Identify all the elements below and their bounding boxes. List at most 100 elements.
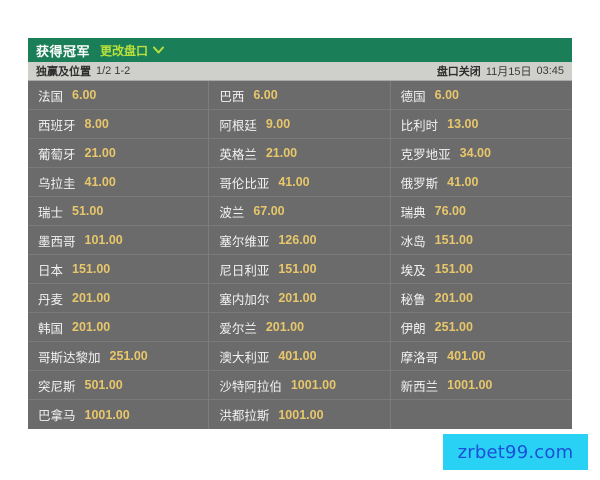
team-name: 突尼斯 xyxy=(38,379,76,394)
odds-value: 151.00 xyxy=(72,262,111,276)
odds-row[interactable]: 摩洛哥 401.00 xyxy=(390,342,572,371)
odds-row[interactable]: 墨西哥 101.00 xyxy=(28,226,209,255)
odds-row[interactable]: 丹麦 201.00 xyxy=(28,284,209,313)
odds-grid: 法国 6.00 西班牙 8.00 葡萄牙 21.00 乌拉圭 41.00 瑞士 51.00… xyxy=(28,81,572,429)
odds-row[interactable]: 瑞士 51.00 xyxy=(28,197,209,226)
team-name: 法国 xyxy=(38,89,64,104)
odds-row[interactable]: 沙特阿拉伯 1001.00 xyxy=(209,371,390,400)
odds-value: 401.00 xyxy=(278,349,317,363)
odds-row[interactable]: 哥斯达黎加 251.00 xyxy=(28,342,209,371)
market-status-info: 盘口关闭 11月15日 03:45 xyxy=(437,63,564,79)
odds-value: 151.00 xyxy=(278,262,317,276)
odds-value: 6.00 xyxy=(434,88,460,102)
team-name: 克罗地亚 xyxy=(400,147,451,162)
team-name: 尼日利亚 xyxy=(219,263,270,278)
odds-row[interactable]: 秘鲁 201.00 xyxy=(390,284,572,313)
site-watermark: zrbet99.com xyxy=(443,434,588,470)
odds-row[interactable]: 英格兰 21.00 xyxy=(209,139,390,168)
odds-row[interactable]: 埃及 151.00 xyxy=(390,255,572,284)
odds-row[interactable]: 尼日利亚 151.00 xyxy=(209,255,390,284)
team-name: 德国 xyxy=(400,89,426,104)
odds-row[interactable]: 塞尔维亚 126.00 xyxy=(209,226,390,255)
team-name: 波兰 xyxy=(219,205,245,220)
close-date: 11月15日 xyxy=(485,66,532,78)
odds-value: 51.00 xyxy=(72,204,104,218)
team-name: 韩国 xyxy=(38,321,64,336)
odds-row[interactable]: 波兰 67.00 xyxy=(209,197,390,226)
odds-value: 251.00 xyxy=(434,320,473,334)
odds-row[interactable]: 西班牙 8.00 xyxy=(28,110,209,139)
change-market-button[interactable]: 更改盘口 xyxy=(100,43,149,58)
team-name: 摩洛哥 xyxy=(400,350,439,365)
winner-market-widget: 获得冠军 更改盘口 独赢及位置 1/2 1-2 盘口关闭 11月15日 03:4… xyxy=(28,38,572,429)
odds-row[interactable]: 瑞典 76.00 xyxy=(390,197,572,226)
odds-value: 401.00 xyxy=(447,349,486,363)
status-badge: 盘口关闭 xyxy=(436,66,481,78)
team-name: 秘鲁 xyxy=(400,292,426,307)
odds-row[interactable]: 葡萄牙 21.00 xyxy=(28,139,209,168)
team-name: 伊朗 xyxy=(400,321,426,336)
team-name: 巴西 xyxy=(219,89,245,104)
close-time: 03:45 xyxy=(536,65,564,77)
odds-value: 201.00 xyxy=(278,291,317,305)
odds-row[interactable]: 阿根廷 9.00 xyxy=(209,110,390,139)
odds-value: 501.00 xyxy=(84,378,123,392)
odds-value: 9.00 xyxy=(265,117,291,131)
odds-row[interactable]: 俄罗斯 41.00 xyxy=(390,168,572,197)
odds-row[interactable]: 巴西 6.00 xyxy=(209,81,390,110)
odds-row[interactable]: 爱尔兰 201.00 xyxy=(209,313,390,342)
team-name: 瑞士 xyxy=(38,205,64,220)
odds-column-1: 法国 6.00 西班牙 8.00 葡萄牙 21.00 乌拉圭 41.00 瑞士 51.00… xyxy=(28,81,210,429)
page-title: 获得冠军 xyxy=(36,43,91,59)
odds-value: 101.00 xyxy=(84,233,123,247)
market-type-label: 独赢及位置 xyxy=(36,66,91,78)
team-name: 沙特阿拉伯 xyxy=(219,379,282,394)
odds-row[interactable]: 比利时 13.00 xyxy=(390,110,572,139)
team-name: 洪都拉斯 xyxy=(219,409,270,423)
team-name: 葡萄牙 xyxy=(38,147,76,162)
odds-row[interactable]: 塞内加尔 201.00 xyxy=(209,284,390,313)
odds-value: 201.00 xyxy=(265,320,305,334)
chevron-down-icon[interactable] xyxy=(153,46,165,54)
odds-row[interactable]: 澳大利亚 401.00 xyxy=(209,342,390,371)
team-name: 埃及 xyxy=(400,263,426,278)
odds-row[interactable]: 冰岛 151.00 xyxy=(390,226,572,255)
team-name: 阿根廷 xyxy=(219,118,257,133)
market-title-bar: 获得冠军 更改盘口 xyxy=(28,38,572,62)
team-name: 爱尔兰 xyxy=(219,321,257,336)
odds-row[interactable]: 韩国 201.00 xyxy=(28,313,209,342)
odds-value: 13.00 xyxy=(447,117,479,131)
odds-value: 1001.00 xyxy=(290,378,337,392)
odds-value: 21.00 xyxy=(265,146,298,160)
odds-row-empty xyxy=(391,400,572,429)
team-name: 乌拉圭 xyxy=(38,176,76,191)
team-name: 瑞典 xyxy=(400,205,426,220)
odds-column-2: 巴西 6.00 阿根廷 9.00 英格兰 21.00 哥伦比亚 41.00 波兰 67.0… xyxy=(209,81,391,429)
odds-value: 6.00 xyxy=(253,88,278,102)
team-name: 澳大利亚 xyxy=(219,350,270,365)
odds-row[interactable]: 新西兰 1001.00 xyxy=(390,371,572,400)
odds-value: 21.00 xyxy=(84,146,116,160)
odds-row[interactable]: 德国 6.00 xyxy=(390,81,572,110)
odds-row[interactable]: 哥伦比亚 41.00 xyxy=(209,168,390,197)
team-name: 塞尔维亚 xyxy=(219,234,270,249)
odds-value: 1001.00 xyxy=(447,378,493,392)
odds-row[interactable]: 伊朗 251.00 xyxy=(390,313,572,342)
odds-row[interactable]: 法国 6.00 xyxy=(28,81,209,110)
odds-value: 1001.00 xyxy=(278,407,324,422)
odds-row[interactable]: 洪都拉斯 1001.00 xyxy=(209,400,389,429)
odds-row[interactable]: 克罗地亚 34.00 xyxy=(390,139,572,168)
odds-value: 251.00 xyxy=(109,349,148,363)
team-name: 西班牙 xyxy=(38,118,76,133)
team-name: 塞内加尔 xyxy=(219,292,270,307)
odds-row[interactable]: 乌拉圭 41.00 xyxy=(28,168,209,197)
odds-row[interactable]: 日本 151.00 xyxy=(28,255,209,284)
team-name: 冰岛 xyxy=(400,234,426,249)
odds-row[interactable]: 突尼斯 501.00 xyxy=(28,371,209,400)
odds-value: 126.00 xyxy=(278,233,317,247)
odds-value: 201.00 xyxy=(72,291,111,305)
odds-value: 201.00 xyxy=(434,291,473,305)
odds-value: 67.00 xyxy=(253,204,285,218)
odds-row[interactable]: 巴拿马 1001.00 xyxy=(28,400,208,429)
odds-value: 76.00 xyxy=(434,204,466,218)
